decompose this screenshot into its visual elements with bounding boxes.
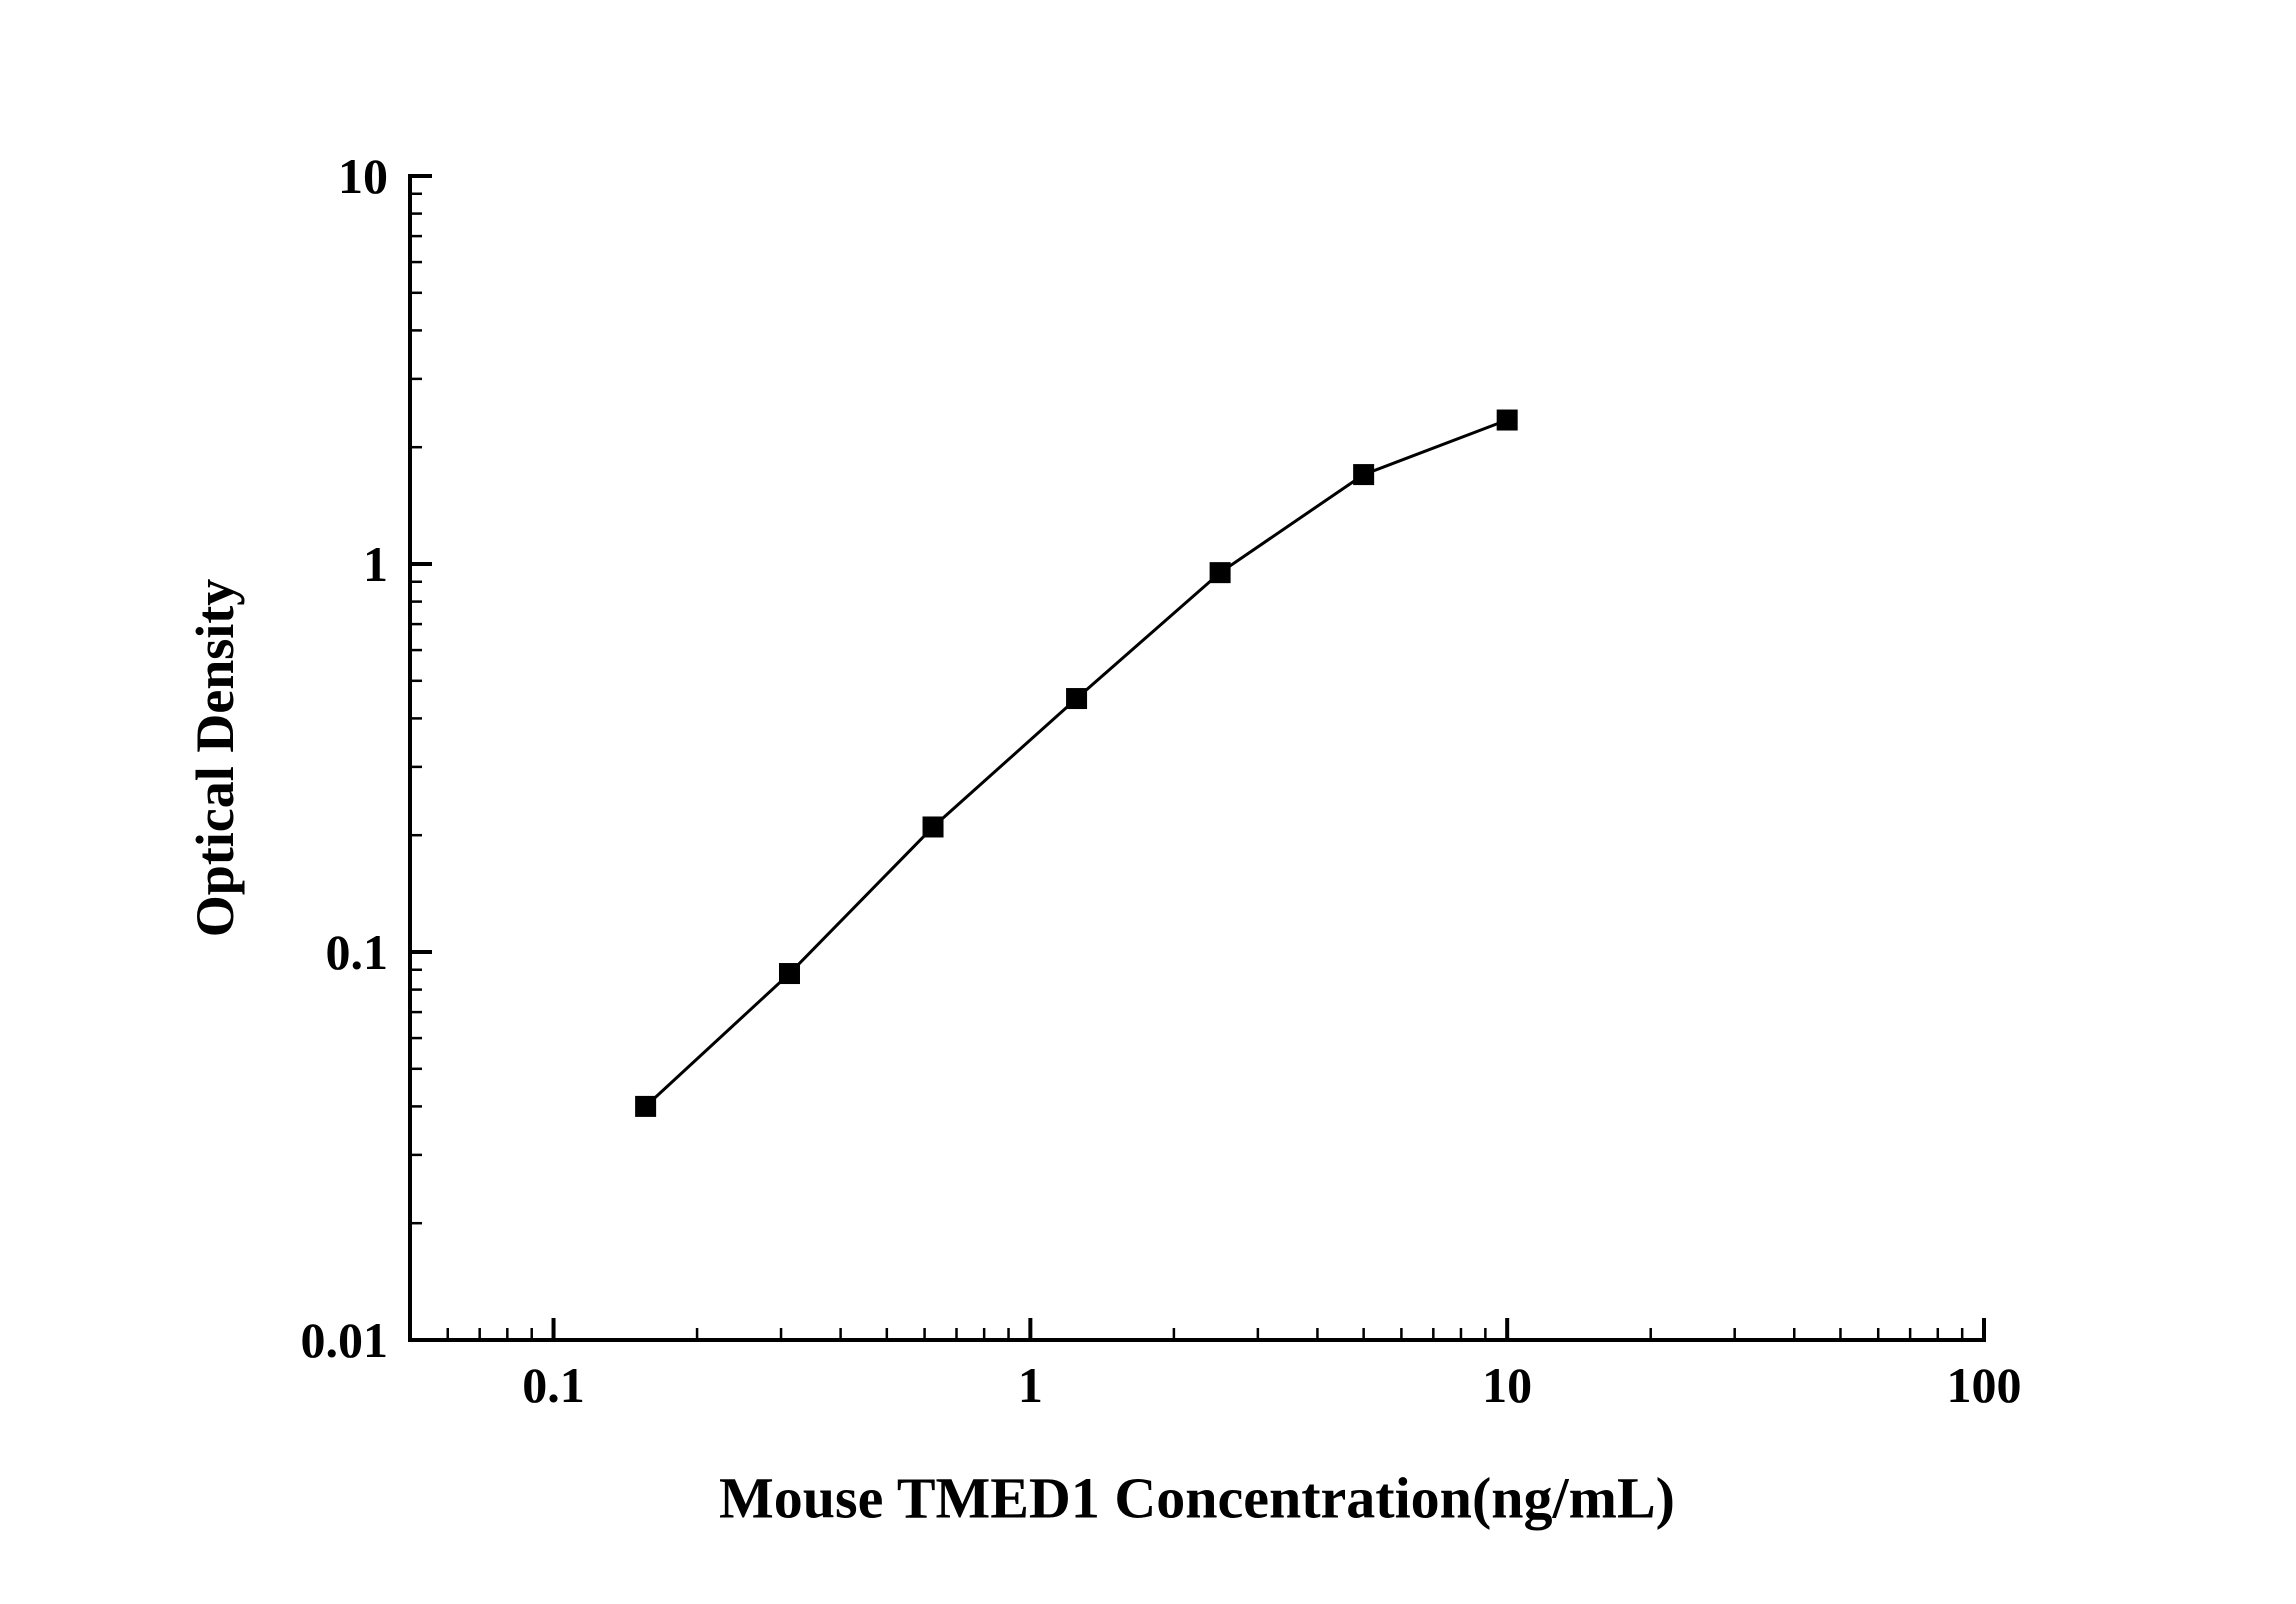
x-tick-label: 10	[1482, 1357, 1532, 1413]
x-tick-label: 0.1	[522, 1357, 585, 1413]
y-tick-label: 0.01	[301, 1312, 389, 1368]
y-axis-title: Optical Density	[185, 578, 245, 938]
data-point-marker	[922, 816, 944, 838]
ticks	[410, 174, 1986, 1342]
y-tick-label: 1	[363, 536, 388, 592]
x-axis-title: Mouse TMED1 Concentration(ng/mL)	[719, 1465, 1675, 1531]
series-line	[644, 418, 1508, 1108]
data-point-marker	[1496, 409, 1518, 431]
data-point-marker	[635, 1095, 657, 1117]
data-point-marker	[778, 963, 800, 985]
data-point-marker	[1209, 562, 1231, 584]
x-tick-label: 100	[1947, 1357, 2022, 1413]
data-point-marker	[1353, 464, 1375, 486]
tick-labels: 0.1 1 10 100 0.01 0.1 1 10	[301, 148, 2022, 1413]
x-tick-label: 1	[1018, 1357, 1043, 1413]
series-standard-curve	[635, 409, 1518, 1117]
axes	[408, 174, 1986, 1342]
y-tick-label: 10	[338, 148, 388, 204]
y-tick-label: 0.1	[326, 924, 389, 980]
data-point-marker	[1066, 688, 1088, 710]
